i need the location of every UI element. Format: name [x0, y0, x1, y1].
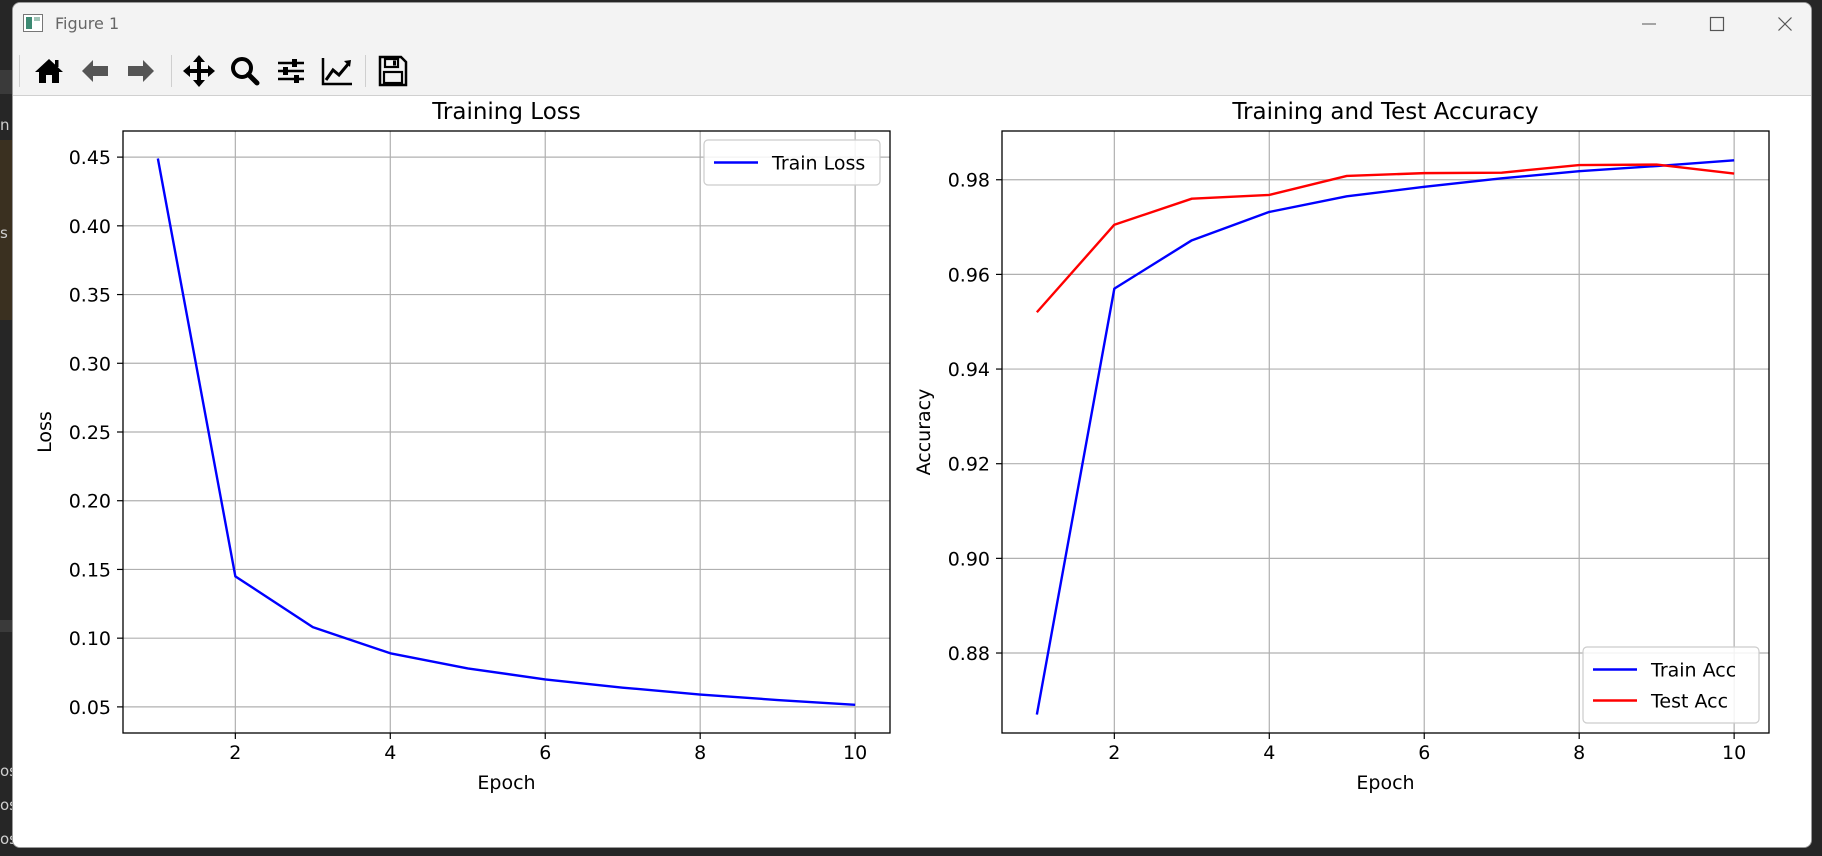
toolbar-separator [19, 55, 20, 87]
y-tick-label: 0.20 [69, 491, 111, 513]
legend-box [703, 139, 881, 186]
pan-button[interactable] [179, 53, 219, 89]
y-tick-label: 0.98 [948, 170, 990, 192]
floppy-disk-icon [378, 55, 408, 87]
move-icon [183, 55, 215, 87]
y-tick-label: 0.30 [69, 353, 111, 375]
legend-label: Test Acc [1650, 691, 1728, 713]
desktop-strip [0, 70, 12, 94]
toolbar-separator [171, 55, 172, 87]
configure-subplots-button[interactable] [271, 53, 311, 89]
legend: Train Loss [703, 139, 881, 186]
legend-label: Train Loss [771, 153, 865, 175]
series-line-test-acc [1035, 163, 1735, 314]
zoom-button[interactable] [225, 53, 265, 89]
y-tick-label: 0.25 [69, 422, 111, 444]
magnifier-icon [231, 57, 260, 86]
y-tick-label: 0.88 [948, 643, 990, 665]
save-button[interactable] [373, 53, 413, 89]
toolbar-separator [365, 55, 366, 87]
x-tick-label: 6 [1418, 742, 1430, 764]
minimize-button[interactable] [1615, 3, 1683, 45]
y-tick-label: 0.05 [69, 697, 111, 719]
series-line-train-loss [156, 158, 856, 707]
legend: Train Acc Test Acc [1582, 646, 1760, 724]
home-icon [35, 59, 63, 83]
close-button[interactable] [1751, 3, 1811, 45]
x-tick-label: 4 [1263, 742, 1275, 764]
edit-axis-button[interactable] [317, 53, 357, 89]
y-tick-label: 0.94 [948, 359, 990, 381]
x-tick-label: 8 [1573, 742, 1585, 764]
desktop-text-fragment: s [0, 224, 8, 242]
chart-2: 2 4 6 8 10 0.88 0.90 0.92 0.94 0.96 0.98 Training a… [913, 99, 1770, 794]
chart-title: Training Loss [431, 99, 581, 125]
figure-canvas[interactable]: 2 4 6 8 10 0.05 0.10 0.15 0.20 0.25 0.30 0.35 0.40 0.… [13, 96, 1811, 847]
sliders-icon [278, 59, 304, 83]
axes-frame [1001, 130, 1770, 734]
back-button[interactable] [75, 53, 115, 89]
y-tick-label: 0.15 [69, 559, 111, 581]
y-tick-label: 0.92 [948, 454, 990, 476]
y-tick-label: 0.10 [69, 628, 111, 650]
maximize-button[interactable] [1683, 3, 1751, 45]
figure-app-icon [23, 14, 43, 32]
y-axis-label: Loss [34, 411, 56, 453]
x-tick-label: 2 [229, 742, 241, 764]
arrow-right-icon [128, 60, 154, 82]
legend-label: Train Acc [1650, 660, 1736, 682]
title-bar[interactable]: Figure 1 [13, 3, 1811, 45]
y-tick-label: 0.45 [69, 147, 111, 169]
x-tick-label: 4 [384, 742, 396, 764]
y-tick-label: 0.35 [69, 285, 111, 307]
arrow-left-icon [82, 60, 108, 82]
y-axis-label: Accuracy [913, 389, 935, 476]
x-axis-label: Epoch [477, 772, 535, 794]
desktop-strip [0, 620, 12, 632]
navigation-toolbar [13, 45, 1811, 96]
series-line-train-acc [1035, 159, 1735, 715]
desktop-strip [0, 140, 12, 320]
y-tick-label: 0.40 [69, 216, 111, 238]
x-axis-label: Epoch [1356, 772, 1414, 794]
x-tick-label: 10 [843, 742, 867, 764]
minimize-icon [1642, 23, 1656, 25]
y-tick-label: 0.96 [948, 264, 990, 286]
home-button[interactable] [29, 53, 69, 89]
x-tick-label: 8 [694, 742, 706, 764]
chart-1: 2 4 6 8 10 0.05 0.10 0.15 0.20 0.25 0.30 0.35 0.40 0.… [34, 99, 891, 794]
figure-window: Figure 1 [12, 2, 1812, 848]
x-tick-label: 2 [1108, 742, 1120, 764]
forward-button[interactable] [121, 53, 161, 89]
legend-box [1582, 646, 1760, 724]
close-icon [1778, 17, 1792, 31]
chart-title: Training and Test Accuracy [1231, 99, 1538, 125]
x-tick-label: 10 [1722, 742, 1746, 764]
figure-svg[interactable]: 2 4 6 8 10 0.05 0.10 0.15 0.20 0.25 0.30 0.35 0.40 0.… [13, 96, 1811, 847]
y-tick-label: 0.90 [948, 548, 990, 570]
desktop-text-fragment: n [0, 116, 10, 134]
line-chart-icon [321, 58, 352, 86]
maximize-icon [1709, 16, 1725, 32]
window-title: Figure 1 [55, 14, 120, 33]
x-tick-label: 6 [539, 742, 551, 764]
